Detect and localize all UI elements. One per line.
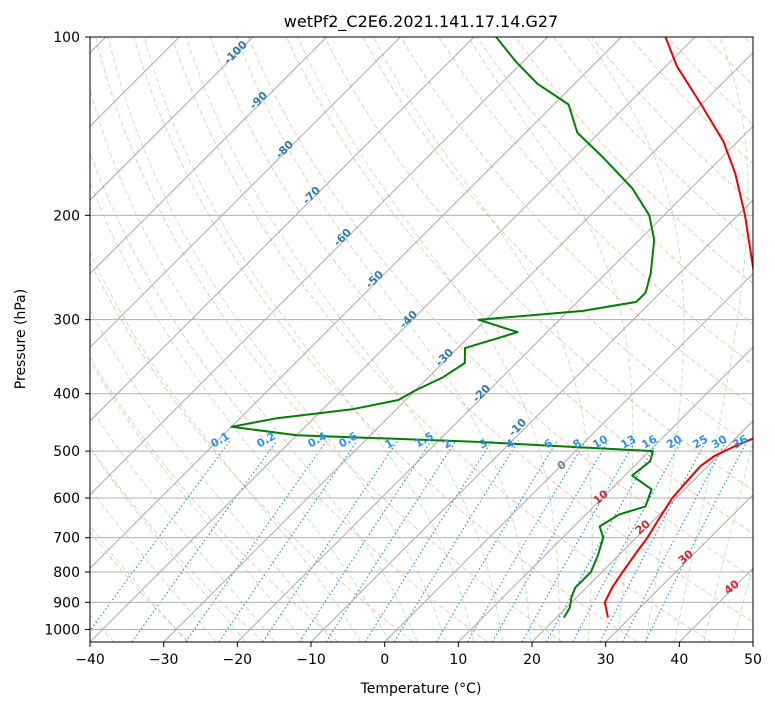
profile-series bbox=[230, 37, 753, 619]
isotherm-line bbox=[90, 37, 549, 496]
dry-adiabat-line bbox=[90, 531, 190, 642]
x-tick-label: −40 bbox=[75, 652, 105, 668]
mixing-ratio-line bbox=[90, 440, 231, 632]
mixing-ratio-line bbox=[644, 440, 748, 642]
dry-adiabat-line bbox=[514, 37, 753, 285]
mixing-ratio-line bbox=[466, 440, 587, 642]
y-tick-label: 200 bbox=[53, 208, 80, 224]
mixing-ratio-line bbox=[262, 440, 399, 642]
mixing-ratio-line bbox=[545, 440, 659, 642]
isotherm-line bbox=[90, 37, 622, 570]
dry-adiabat-line bbox=[90, 356, 339, 642]
mixing-ratio-line bbox=[491, 440, 609, 642]
axis-ticks: −40 −30 −20 −10 0 10 20 30 40 50 100 200 300 400 500 60… bbox=[44, 30, 762, 668]
isotherm-line bbox=[531, 420, 753, 642]
dry-adiabat-line bbox=[133, 37, 638, 642]
dewpoint-line bbox=[230, 37, 656, 619]
moist-adiabat-line bbox=[90, 309, 333, 642]
moist-adiabat-line bbox=[107, 37, 447, 642]
x-tick-label: 0 bbox=[380, 652, 389, 668]
x-tick-label: 50 bbox=[744, 652, 762, 668]
isotherm-line bbox=[90, 37, 696, 642]
moist-adiabat-line bbox=[372, 37, 593, 642]
isotherm-line bbox=[90, 37, 401, 349]
dry-adiabat-line bbox=[90, 445, 264, 642]
x-tick-label: −20 bbox=[223, 652, 253, 668]
isotherm-line bbox=[90, 37, 475, 422]
mixing-ratio-line bbox=[185, 440, 328, 642]
mixing-ratio-line bbox=[572, 440, 683, 642]
isotherm-line bbox=[384, 272, 753, 642]
y-tick-label: 900 bbox=[53, 595, 80, 611]
isotherm-line bbox=[90, 37, 328, 275]
temperature-line bbox=[603, 37, 753, 618]
y-tick-label: 600 bbox=[53, 491, 80, 507]
x-tick-label: 40 bbox=[670, 652, 688, 668]
moist-adiabat-line bbox=[90, 447, 247, 642]
moist-adiabat-line bbox=[674, 37, 749, 642]
mixing-ratio-line bbox=[131, 440, 278, 642]
moist-adiabat-line bbox=[703, 441, 753, 642]
isotherm-line bbox=[605, 493, 753, 642]
y-tick-label: 500 bbox=[53, 444, 80, 460]
dry-adiabat-line bbox=[438, 37, 753, 366]
mixing-ratio-line bbox=[325, 440, 457, 642]
y-tick-label: 300 bbox=[53, 313, 80, 329]
moist-adiabat-line bbox=[586, 37, 685, 642]
y-tick-label: 1000 bbox=[44, 622, 80, 638]
isotherm-line bbox=[90, 37, 254, 201]
isotherm-line bbox=[457, 346, 753, 642]
y-tick-label: 800 bbox=[53, 565, 80, 581]
y-axis-label: Pressure (hPa) bbox=[13, 289, 29, 389]
x-tick-label: 20 bbox=[523, 652, 541, 668]
x-axis-label: Temperature (°C) bbox=[360, 681, 482, 697]
dry-adiabat-line bbox=[171, 37, 712, 642]
x-tick-label: 10 bbox=[449, 652, 467, 668]
plot-frame bbox=[89, 36, 754, 643]
dry-adiabat-line bbox=[209, 37, 753, 623]
mixing-ratio-line bbox=[521, 440, 637, 642]
isotherm-line bbox=[236, 125, 753, 642]
x-tick-label: 30 bbox=[597, 652, 615, 668]
dry-adiabat-line bbox=[362, 37, 753, 449]
moist-adiabat-line bbox=[732, 564, 753, 642]
dry-adiabat-line bbox=[95, 37, 563, 642]
mixing-ratio-line bbox=[364, 440, 493, 642]
x-tick-label: −30 bbox=[149, 652, 179, 668]
moist-adiabat-line bbox=[185, 37, 503, 642]
dry-adiabat-line bbox=[324, 37, 753, 491]
chart-title: wetPf2_C2E6.2021.141.17.14.G27 bbox=[284, 12, 558, 32]
y-tick-label: 700 bbox=[53, 531, 80, 547]
mixing-ratio-line bbox=[435, 440, 558, 642]
isotherm-line bbox=[310, 199, 753, 642]
moist-adiabat-line bbox=[143, 37, 475, 642]
x-tick-label: −10 bbox=[296, 652, 326, 668]
dry-adiabat-line bbox=[400, 37, 753, 407]
isotherm-line bbox=[163, 51, 753, 642]
dry-adiabat-line bbox=[247, 37, 753, 578]
y-tick-label: 100 bbox=[53, 30, 80, 46]
dry-adiabat-line bbox=[90, 151, 488, 642]
mixing-ratio-line bbox=[298, 440, 432, 642]
moist-adiabat-line bbox=[90, 180, 390, 642]
moist-adiabat-line bbox=[90, 405, 276, 642]
y-tick-label: 400 bbox=[53, 387, 80, 403]
